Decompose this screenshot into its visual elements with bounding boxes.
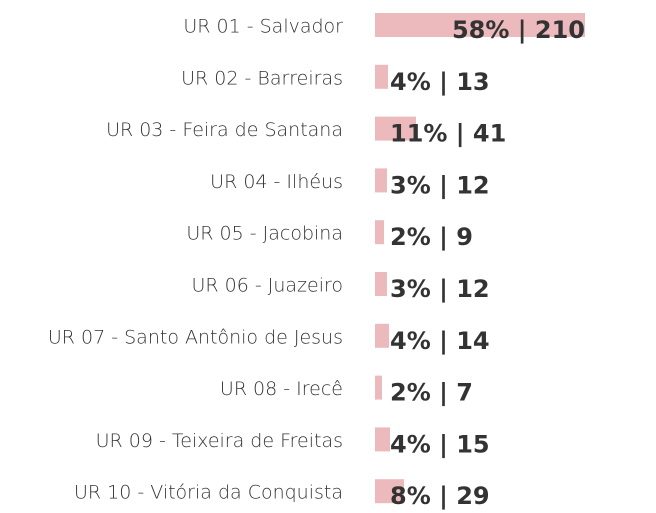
value-label: 11% | 41 [390,120,506,148]
category-label: UR 04 - Ilhéus [210,171,343,193]
category-label: UR 05 - Jacobina [186,223,343,245]
value-label: 58% | 210 [452,16,585,44]
category-label: UR 06 - Juazeiro [191,275,343,297]
value-label: 4% | 15 [390,430,490,458]
value-label: 3% | 12 [390,275,490,303]
bar [375,220,384,245]
bar [375,64,388,89]
value-label: 3% | 12 [390,171,490,199]
value-label: 4% | 13 [390,68,490,96]
value-label: 2% | 9 [390,223,473,251]
value-label: 4% | 14 [390,327,490,355]
category-label: UR 10 - Vitória da Conquista [74,482,343,504]
bar [375,272,387,296]
bar [375,116,416,141]
category-label: UR 09 - Teixeira de Freitas [96,430,343,452]
bar [375,427,390,452]
category-label: UR 01 - Salvador [183,16,343,38]
bar [375,323,389,348]
bar [375,375,382,400]
value-label: 2% | 7 [390,379,473,407]
category-label: UR 02 - Barreiras [181,67,343,89]
bar [375,479,404,504]
category-label: UR 03 - Feira de Santana [106,119,343,141]
category-label: UR 07 - Santo Antônio de Jesus [48,326,343,348]
bar [375,13,585,37]
bar [375,168,387,193]
value-label: 8% | 29 [390,482,490,510]
category-label: UR 08 - Irecê [220,378,343,400]
